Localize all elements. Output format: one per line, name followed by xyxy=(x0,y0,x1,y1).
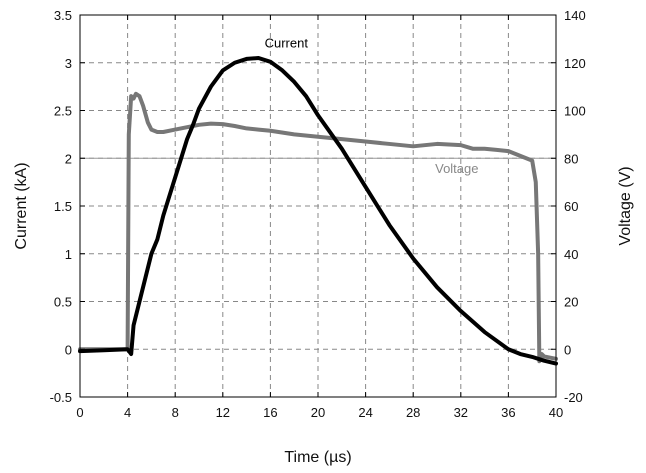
ticks xyxy=(79,14,557,398)
x-tick-label: 28 xyxy=(406,405,420,420)
y-left-tick-label: -0.5 xyxy=(50,390,72,405)
y-left-tick-label: 3.5 xyxy=(54,8,72,23)
y-left-tick-label: 0 xyxy=(65,342,72,357)
annotation-voltage: Voltage xyxy=(435,161,478,176)
y-right-tick-label: 100 xyxy=(564,104,586,119)
y-left-tick-label: 2 xyxy=(65,151,72,166)
y-right-tick-label: 40 xyxy=(564,247,578,262)
y-axis-label-right: Voltage (V) xyxy=(617,166,634,245)
x-tick-label: 20 xyxy=(311,405,325,420)
series-line-voltage xyxy=(78,91,558,364)
x-tick-label: 40 xyxy=(549,405,563,420)
x-tick-label: 36 xyxy=(501,405,515,420)
y-left-tick-label: 2.5 xyxy=(54,104,72,119)
series-line-current xyxy=(78,55,558,366)
y-right-tick-label: 0 xyxy=(564,342,571,357)
annotation-current: Current xyxy=(265,36,309,51)
x-tick-label: 4 xyxy=(124,405,131,420)
x-tick-label: 12 xyxy=(216,405,230,420)
y-right-tick-label: 140 xyxy=(564,8,586,23)
grid xyxy=(80,15,556,397)
x-tick-label: 24 xyxy=(358,405,372,420)
x-tick-label: 0 xyxy=(76,405,83,420)
y-axis-label-left: Current (kA) xyxy=(13,162,30,249)
x-axis-label: Time (µs) xyxy=(284,449,351,466)
x-tick-label: 8 xyxy=(172,405,179,420)
x-tick-label: 16 xyxy=(263,405,277,420)
y-right-tick-label: 80 xyxy=(564,151,578,166)
y-right-tick-label: 120 xyxy=(564,56,586,71)
y-left-tick-label: 0.5 xyxy=(54,295,72,310)
y-left-tick-label: 1 xyxy=(65,247,72,262)
y-left-tick-label: 3 xyxy=(65,56,72,71)
y-right-tick-label: 60 xyxy=(564,199,578,214)
y-left-tick-label: 1.5 xyxy=(54,199,72,214)
x-tick-label: 32 xyxy=(454,405,468,420)
y-right-tick-label: 20 xyxy=(564,295,578,310)
series-layer xyxy=(78,55,558,366)
tick-labels: 0 4 8 12 16 20 24 28 32 36 40 -0.5 0 0.5 1 1.5 2 2.5 3 3.5 -… xyxy=(50,8,586,420)
y-right-tick-label: -20 xyxy=(564,390,583,405)
